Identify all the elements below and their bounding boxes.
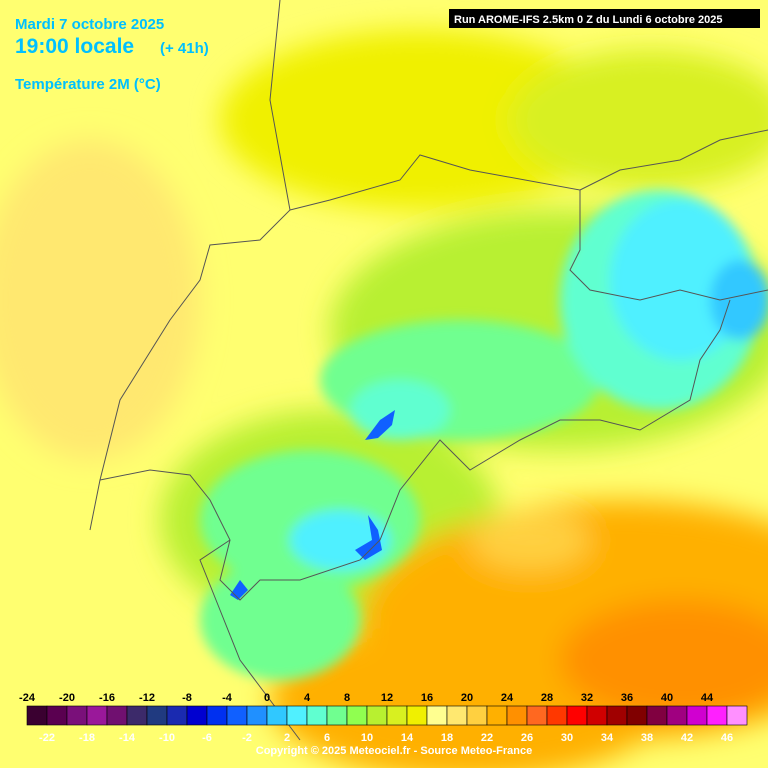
color-swatch: [426, 705, 448, 726]
color-swatch: [526, 705, 548, 726]
legend-tick-label: 46: [721, 732, 733, 744]
run-label: Run AROME-IFS 2.5km 0 Z du Lundi 6 octob…: [454, 14, 723, 26]
color-swatch: [326, 705, 348, 726]
lead-time: (+ 41h): [160, 40, 209, 57]
color-swatch: [206, 705, 228, 726]
color-swatch: [246, 705, 268, 726]
legend-tick-label: 2: [284, 732, 290, 744]
color-swatch: [106, 705, 128, 726]
legend-tick-label: 38: [641, 732, 653, 744]
legend-tick-label: 22: [481, 732, 493, 744]
run-box: [449, 9, 760, 28]
color-swatch: [706, 705, 728, 726]
legend-tick-label: 8: [344, 692, 350, 704]
legend-tick-label: 20: [461, 692, 473, 704]
color-swatch: [586, 705, 608, 726]
legend-tick-label: -4: [222, 692, 233, 704]
color-swatch: [546, 705, 568, 726]
legend-tick-label: 24: [501, 692, 514, 704]
time: 19:00 locale: [15, 35, 134, 58]
color-swatch: [466, 705, 488, 726]
legend-tick-label: 42: [681, 732, 693, 744]
color-swatch: [46, 705, 68, 726]
legend-tick-label: 32: [581, 692, 593, 704]
color-swatch: [86, 705, 108, 726]
color-swatch: [446, 705, 468, 726]
borders: [89, 0, 768, 741]
color-swatch: [126, 705, 148, 726]
color-swatch: [726, 705, 748, 726]
color-swatch: [146, 705, 168, 726]
legend-tick-label: 10: [361, 732, 373, 744]
color-swatch: [66, 705, 88, 726]
legend-tick-label: -8: [182, 692, 192, 704]
legend-tick-label: 14: [401, 732, 414, 744]
legend-tick-label: -2: [242, 732, 252, 744]
legend-tick-label: -20: [59, 692, 75, 704]
legend-tick-label: 16: [421, 692, 433, 704]
color-swatch: [306, 705, 328, 726]
legend-tick-label: -16: [99, 692, 115, 704]
legend-tick-label: 0: [264, 692, 270, 704]
legend-tick-label: 6: [324, 732, 330, 744]
header: Mardi 7 octobre 2025 19:00 locale (+ 41h…: [15, 9, 760, 93]
legend-tick-label: -18: [79, 732, 95, 744]
legend-tick-label: 40: [661, 692, 673, 704]
legend-tick-label: 4: [304, 692, 311, 704]
color-swatch: [686, 705, 708, 726]
color-swatch: [406, 705, 428, 726]
color-swatch: [266, 705, 288, 726]
legend-tick-label: 44: [701, 692, 714, 704]
color-swatch: [666, 705, 688, 726]
color-swatch: [286, 705, 308, 726]
legend-tick-label: -14: [119, 732, 136, 744]
legend-tick-label: -22: [39, 732, 55, 744]
color-swatch: [506, 705, 528, 726]
legend-tick-label: 36: [621, 692, 633, 704]
color-legend: -24-22-20-18-16-14-12-10-8-6-4-202468101…: [19, 692, 748, 744]
color-swatch: [386, 705, 408, 726]
color-swatch: [606, 705, 628, 726]
color-swatch: [166, 705, 188, 726]
color-swatch: [346, 705, 368, 726]
legend-tick-label: -6: [202, 732, 212, 744]
date: Mardi 7 octobre 2025: [15, 16, 164, 33]
legend-tick-label: -10: [159, 732, 175, 744]
legend-tick-label: 30: [561, 732, 573, 744]
color-swatch: [486, 705, 508, 726]
legend-tick-label: 28: [541, 692, 553, 704]
color-swatch: [566, 705, 588, 726]
copyright: Copyright © 2025 Meteociel.fr - Source M…: [256, 745, 532, 757]
color-swatch: [226, 705, 248, 726]
legend-tick-label: -12: [139, 692, 155, 704]
parameter: Température 2M (°C): [15, 76, 161, 93]
color-swatch: [26, 705, 48, 726]
color-swatch: [626, 705, 648, 726]
color-swatch: [646, 705, 668, 726]
legend-tick-label: -24: [19, 692, 36, 704]
legend-tick-label: 12: [381, 692, 393, 704]
color-swatch: [366, 705, 388, 726]
color-swatch: [186, 705, 208, 726]
legend-tick-label: 18: [441, 732, 453, 744]
legend-tick-label: 34: [601, 732, 614, 744]
legend-tick-label: 26: [521, 732, 533, 744]
